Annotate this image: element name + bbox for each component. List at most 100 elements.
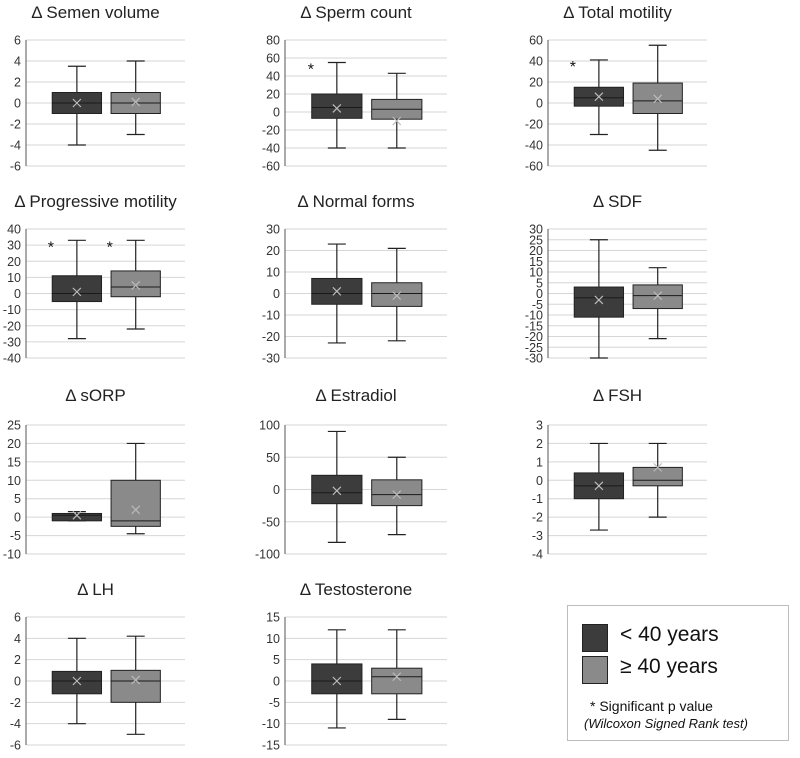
y-tick-label: 50	[266, 451, 280, 465]
y-tick-label: 0	[273, 287, 280, 301]
box-iqr	[311, 663, 363, 695]
box-under-40	[311, 629, 363, 729]
mean-marker	[653, 94, 663, 104]
mean-marker	[72, 510, 82, 520]
mean-marker	[594, 295, 604, 305]
box-iqr	[632, 284, 683, 310]
y-tick-label: 25	[7, 419, 21, 433]
y-tick-label: 30	[7, 239, 21, 253]
panel-title: Δ Semen volume	[31, 3, 160, 22]
y-tick-label: 30	[266, 223, 280, 237]
y-tick-label: 10	[266, 266, 280, 280]
mean-marker	[131, 97, 141, 107]
y-tick-label: -6	[10, 739, 21, 753]
y-tick-label: 20	[266, 244, 280, 258]
boxplot-panel: Δ sORP 25 20 15 10 5 0 -5 -10	[3, 386, 185, 562]
y-tick-label: -20	[525, 330, 543, 344]
box-iqr	[110, 479, 161, 527]
significance-star: *	[48, 239, 54, 256]
y-tick-label: -4	[10, 139, 21, 153]
mean-marker	[72, 676, 82, 686]
y-tick-label: -50	[262, 515, 280, 529]
mean-marker	[332, 103, 342, 113]
y-tick-label: 5	[14, 492, 21, 506]
y-tick-label: 0	[536, 97, 543, 111]
y-tick-label: 0	[273, 483, 280, 497]
box-iqr	[51, 670, 103, 695]
mean-marker	[653, 462, 663, 472]
y-tick-label: 6	[14, 611, 21, 625]
legend-label-under-40: < 40 years	[620, 623, 719, 646]
panel-title: Δ Progressive motility	[14, 192, 177, 211]
y-tick-label: -20	[262, 124, 280, 138]
box-iqr	[371, 282, 423, 307]
boxplot-panel: Δ Total motility 60 40 20 0 -20 -40 -60 *	[525, 3, 707, 174]
box-under-40	[51, 510, 103, 522]
box-40-plus	[632, 442, 683, 518]
panel-title: Δ Sperm count	[300, 3, 412, 22]
mean-marker	[594, 92, 604, 102]
y-tick-label: -30	[3, 335, 21, 349]
y-tick-label: 0	[273, 675, 280, 689]
y-tick-label: -60	[525, 160, 543, 174]
y-tick-label: 40	[266, 70, 280, 84]
y-tick-label: 3	[536, 419, 543, 433]
box-40-plus	[371, 456, 423, 536]
y-tick-label: 0	[14, 97, 21, 111]
box-40-plus	[110, 442, 161, 535]
significance-star: *	[308, 62, 314, 79]
box-iqr	[311, 93, 363, 119]
y-tick-label: -10	[262, 717, 280, 731]
box-under-40	[51, 65, 103, 146]
y-tick-label: -10	[3, 303, 21, 317]
box-40-plus	[371, 247, 423, 342]
mean-marker	[72, 98, 82, 108]
boxplot-panel: Δ Sperm count 80 60 40 20 0 -20 -40 -60 *	[262, 3, 447, 174]
panel-title: Δ Estradiol	[315, 386, 396, 405]
y-tick-label: -4	[532, 548, 543, 562]
y-tick-label: 100	[259, 419, 280, 433]
y-tick-label: -30	[262, 352, 280, 366]
box-40-plus	[371, 72, 423, 149]
y-tick-label: 20	[7, 437, 21, 451]
y-tick-label: 15	[529, 255, 543, 269]
mean-marker	[653, 291, 663, 301]
panel-title: Δ sORP	[65, 386, 125, 405]
y-tick-label: -2	[10, 696, 21, 710]
y-tick-label: 20	[266, 88, 280, 102]
box-40-plus: *	[107, 239, 161, 330]
y-tick-label: 10	[7, 474, 21, 488]
y-tick-label: -10	[3, 548, 21, 562]
y-tick-label: -40	[3, 352, 21, 366]
y-tick-label: 5	[536, 276, 543, 290]
panel-title: Δ LH	[77, 580, 114, 599]
legend-swatch-under-40	[582, 624, 608, 652]
box-iqr	[573, 286, 625, 318]
y-tick-label: -40	[525, 139, 543, 153]
y-tick-label: 0	[273, 106, 280, 120]
legend-label-40-plus: ≥ 40 years	[620, 655, 718, 678]
y-tick-label: 2	[14, 653, 21, 667]
y-tick-label: -30	[525, 352, 543, 366]
mean-marker	[392, 672, 402, 682]
box-40-plus	[110, 60, 161, 136]
significance-star: *	[107, 239, 113, 256]
mean-marker	[332, 486, 342, 496]
y-tick-label: -6	[10, 160, 21, 174]
box-under-40: *	[570, 59, 625, 136]
y-tick-label: -5	[269, 696, 280, 710]
y-tick-label: -100	[255, 548, 280, 562]
box-iqr	[110, 669, 161, 703]
y-tick-label: -40	[262, 142, 280, 156]
panel-title: Δ FSH	[593, 386, 642, 405]
mean-marker	[72, 287, 82, 297]
y-tick-label: -5	[10, 529, 21, 543]
box-iqr	[51, 275, 103, 303]
box-40-plus	[110, 635, 161, 735]
y-tick-label: 10	[529, 266, 543, 280]
y-tick-label: -15	[525, 319, 543, 333]
y-tick-label: -5	[532, 298, 543, 312]
panel-title: Δ Total motility	[563, 3, 672, 22]
